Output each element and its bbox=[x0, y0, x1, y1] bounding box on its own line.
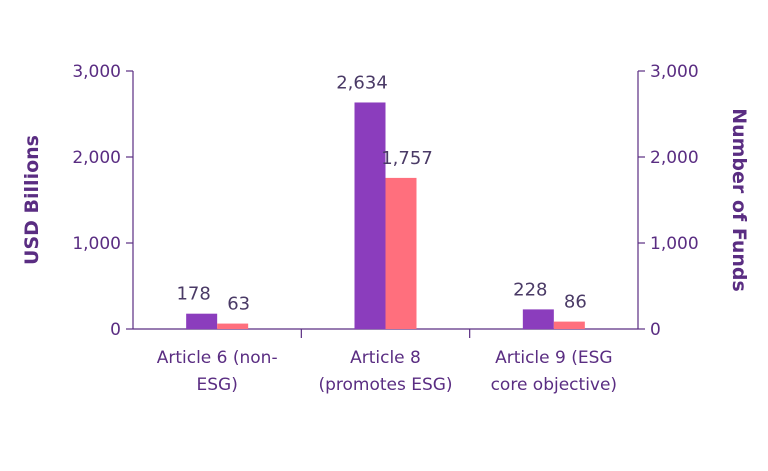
y-tick-label-left: 3,000 bbox=[72, 62, 121, 82]
category-label: (promotes ESG) bbox=[318, 375, 452, 395]
bar bbox=[217, 323, 249, 329]
y-tick-label-right: 1,000 bbox=[650, 234, 699, 254]
data-label: 1,757 bbox=[381, 148, 433, 169]
data-label: 63 bbox=[227, 294, 250, 315]
category-label: Article 6 (non- bbox=[157, 348, 278, 368]
category-label: core objective) bbox=[491, 375, 618, 395]
category-label: Article 9 (ESG bbox=[495, 348, 613, 368]
y-tick-label-left: 1,000 bbox=[72, 234, 121, 254]
y-tick-label-right: 2,000 bbox=[650, 148, 699, 168]
data-label: 2,634 bbox=[336, 72, 388, 93]
y-tick-label-right: 0 bbox=[650, 320, 661, 340]
category-label: Article 8 bbox=[350, 348, 421, 368]
bar bbox=[354, 102, 386, 329]
data-label: 228 bbox=[513, 279, 547, 300]
y-tick-label-left: 2,000 bbox=[72, 148, 121, 168]
bar bbox=[385, 177, 417, 329]
y-tick-label-left: 0 bbox=[110, 320, 121, 340]
bar bbox=[522, 309, 554, 329]
data-label: 86 bbox=[564, 292, 587, 313]
y-axis-title-right: Number of Funds bbox=[728, 108, 750, 292]
bar bbox=[186, 313, 218, 329]
data-label: 178 bbox=[176, 284, 210, 305]
category-label: ESG) bbox=[196, 375, 237, 395]
y-tick-label-right: 3,000 bbox=[650, 62, 699, 82]
y-axis-title-left: USD Billions bbox=[21, 135, 43, 265]
bar bbox=[553, 321, 585, 329]
